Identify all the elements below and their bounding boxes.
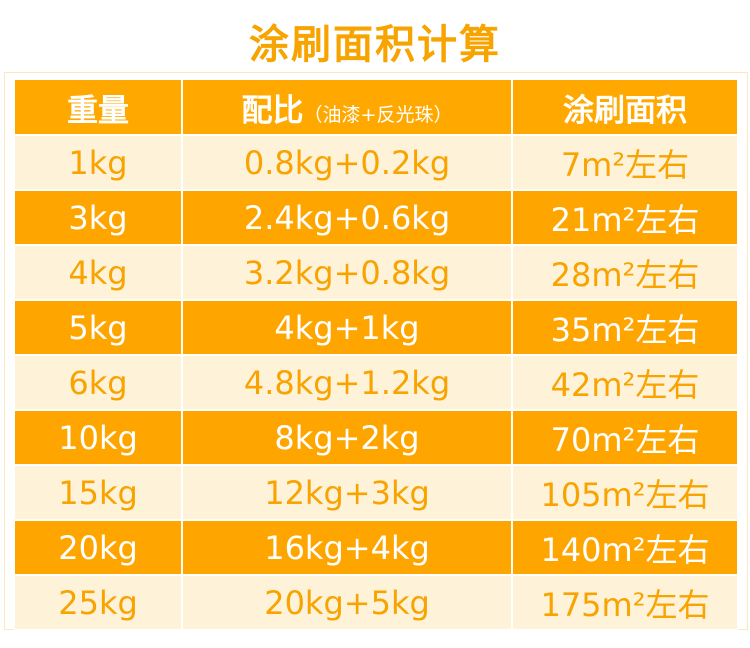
cell-weight: 15kg [13,464,183,521]
cell-weight: 5kg [13,299,183,356]
table-row: 3kg 2.4kg+0.6kg 21m²左右 [13,189,739,246]
cell-weight: 6kg [13,354,183,411]
table-row: 1kg 0.8kg+0.2kg 7m²左右 [13,134,739,191]
table-row: 5kg 4kg+1kg 35m²左右 [13,299,739,356]
table-row: 25kg 20kg+5kg 175m²左右 [13,574,739,631]
cell-area: 7m²左右 [511,134,739,191]
table-row: 20kg 16kg+4kg 140m²左右 [13,519,739,576]
header-ratio: 配比（油漆+反光珠） [181,78,513,136]
cell-area: 35m²左右 [511,299,739,356]
header-ratio-label: 配比 [241,92,304,129]
cell-area: 28m²左右 [511,244,739,301]
cell-ratio: 4.8kg+1.2kg [181,354,513,411]
cell-ratio: 8kg+2kg [181,409,513,466]
cell-area: 42m²左右 [511,354,739,411]
page-title: 涂刷面积计算 [249,22,501,68]
coverage-table: 重量 配比（油漆+反光珠） 涂刷面积 1kg 0.8kg+0.2kg 7m²左右 3k… [13,78,739,631]
cell-area: 70m²左右 [511,409,739,466]
header-ratio-note: （油漆+反光珠） [303,103,453,126]
table-row: 10kg 8kg+2kg 70m²左右 [13,409,739,466]
table-row: 4kg 3.2kg+0.8kg 28m²左右 [13,244,739,301]
cell-ratio: 20kg+5kg [181,574,513,631]
cell-area: 140m²左右 [511,519,739,576]
cell-ratio: 3.2kg+0.8kg [181,244,513,301]
header-row: 重量 配比（油漆+反光珠） 涂刷面积 [13,78,739,136]
cell-area: 105m²左右 [511,464,739,521]
cell-weight: 4kg [13,244,183,301]
cell-weight: 3kg [13,189,183,246]
cell-weight: 1kg [13,134,183,191]
cell-ratio: 16kg+4kg [181,519,513,576]
table-row: 6kg 4.8kg+1.2kg 42m²左右 [13,354,739,411]
cell-ratio: 2.4kg+0.6kg [181,189,513,246]
cell-weight: 25kg [13,574,183,631]
cell-ratio: 12kg+3kg [181,464,513,521]
header-area: 涂刷面积 [511,78,739,136]
cell-area: 175m²左右 [511,574,739,631]
cell-weight: 20kg [13,519,183,576]
cell-weight: 10kg [13,409,183,466]
cell-area: 21m²左右 [511,189,739,246]
table-row: 15kg 12kg+3kg 105m²左右 [13,464,739,521]
cell-ratio: 4kg+1kg [181,299,513,356]
header-weight: 重量 [13,78,183,136]
cell-ratio: 0.8kg+0.2kg [181,134,513,191]
